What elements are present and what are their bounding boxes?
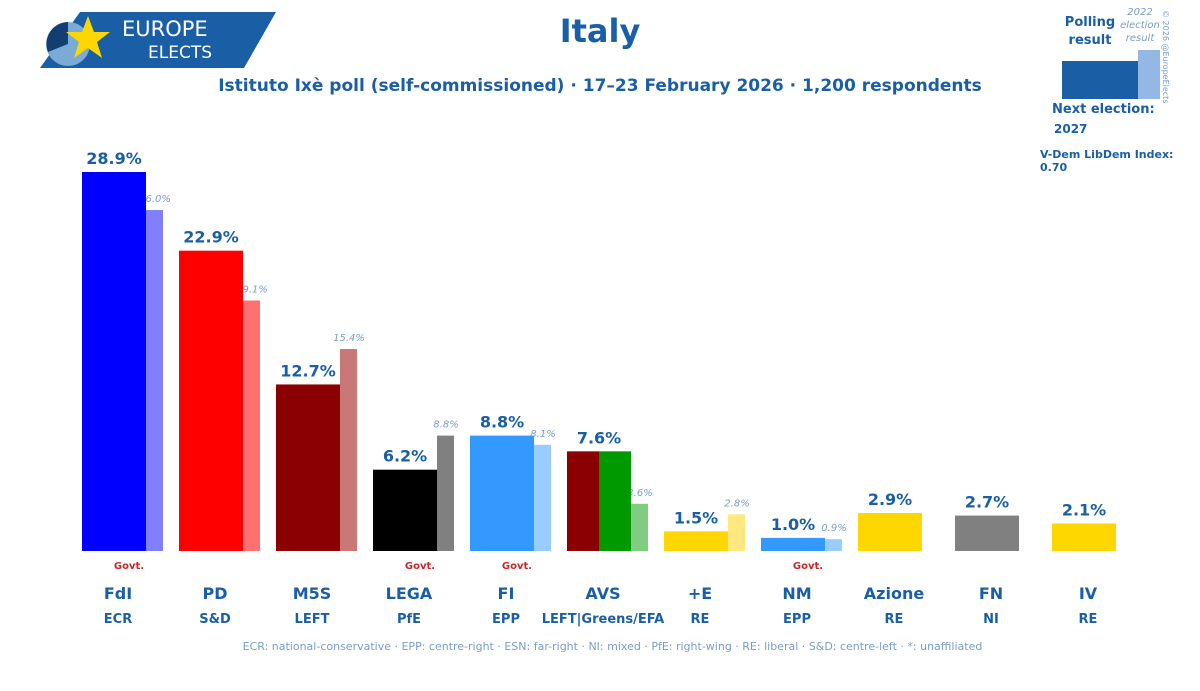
value-label-lega: 6.2% [383,447,427,466]
poll-subtitle: Istituto Ixè poll (self-commissioned) · … [218,76,982,96]
value-label-fdi: 28.9% [86,149,142,168]
bar-fi [470,435,534,551]
prev-bar-avs [631,503,648,551]
value-label-m5s: 12.7% [280,361,336,380]
prev-bar-pd [243,300,260,551]
party-name-fi: FI [498,584,515,603]
prev-value-label-fdi: 26.0% [139,194,171,205]
party-group-lega: PfE [397,612,421,627]
bar-nm [761,537,825,551]
value-label-fi: 8.8% [480,413,524,432]
vdem-index: V-Dem LibDem Index: 0.70 [1040,148,1174,174]
party-name-nm: NM [782,584,811,603]
party-name-azione: Azione [864,584,925,603]
party-group-nm: EPP [783,612,811,627]
party-name-e: +E [688,584,712,603]
value-label-pd: 22.9% [183,228,239,247]
party-group-m5s: LEFT [295,612,330,627]
bar-m5s [276,384,340,551]
prev-value-label-nm: 0.9% [821,523,846,534]
page-title: Italy [559,12,641,50]
party-group-fi: EPP [492,612,520,627]
bar-fdi [82,172,146,551]
group-legend-footer: ECR: national-conservative · EPP: centre… [242,640,983,653]
party-group-iv: RE [1079,612,1098,627]
next-election-year: 2027 [1054,122,1088,136]
party-name-fdi: FdI [104,584,132,603]
govt-label-lega: Govt. [405,561,435,572]
bar-avs-left [567,451,599,551]
prev-bar-m5s [340,349,357,551]
legend-polling-swatch [1062,61,1138,99]
party-name-m5s: M5S [293,584,332,603]
party-group-azione: RE [885,612,904,627]
legend-previous-result: 2022 election result [1120,7,1160,44]
legend-polling-result: Polling result [1064,15,1116,48]
party-group-fn: NI [983,612,999,627]
party-group-avs: LEFT|Greens/EFA [542,612,664,627]
prev-bar-lega [437,435,454,551]
value-label-azione: 2.9% [868,490,912,509]
govt-label-nm: Govt. [793,561,823,572]
value-label-nm: 1.0% [771,515,815,534]
govt-label-fi: Govt. [502,561,532,572]
bar-avs-right [599,451,631,551]
value-label-iv: 2.1% [1062,500,1106,519]
prev-value-label-e: 2.8% [724,498,749,509]
prev-bar-fi [534,444,551,551]
value-label-e: 1.5% [674,508,718,527]
next-election-label: Next election: [1052,102,1155,117]
party-group-e: RE [691,612,710,627]
prev-bar-fdi [146,210,163,552]
logo-line2: ELECTS [148,43,212,63]
party-name-pd: PD [202,584,227,603]
prev-value-label-pd: 19.1% [236,285,268,296]
party-group-fdi: ECR [104,612,132,627]
copyright-text: © 2026 @EuropeElects [1161,10,1170,104]
bar-iv [1052,523,1116,551]
logo-line1: EUROPE [122,17,208,41]
europe-elects-logo: EUROPE ELECTS [40,12,276,68]
party-name-fn: FN [979,584,1003,603]
govt-label-fdi: Govt. [114,561,144,572]
prev-bar-nm [825,539,842,551]
bar-fn [955,515,1019,551]
bar-azione [858,512,922,551]
prev-value-label-fi: 8.1% [530,429,555,440]
star-icon [66,16,110,58]
bar-pd [179,250,243,551]
prev-bar-e [728,514,745,551]
party-name-lega: LEGA [386,584,433,603]
bar-e [664,531,728,551]
value-label-avs: 7.6% [577,428,621,447]
legend-previous-swatch [1138,50,1160,99]
value-label-fn: 2.7% [965,493,1009,512]
party-name-iv: IV [1079,584,1098,603]
prev-value-label-avs: 3.6% [627,488,652,499]
party-group-pd: S&D [199,612,231,627]
bar-lega [373,469,437,551]
legend: Polling result 2022 election result © 20… [1040,6,1198,174]
party-name-avs: AVS [585,584,620,603]
prev-value-label-m5s: 15.4% [333,333,365,344]
prev-value-label-lega: 8.8% [433,420,458,431]
